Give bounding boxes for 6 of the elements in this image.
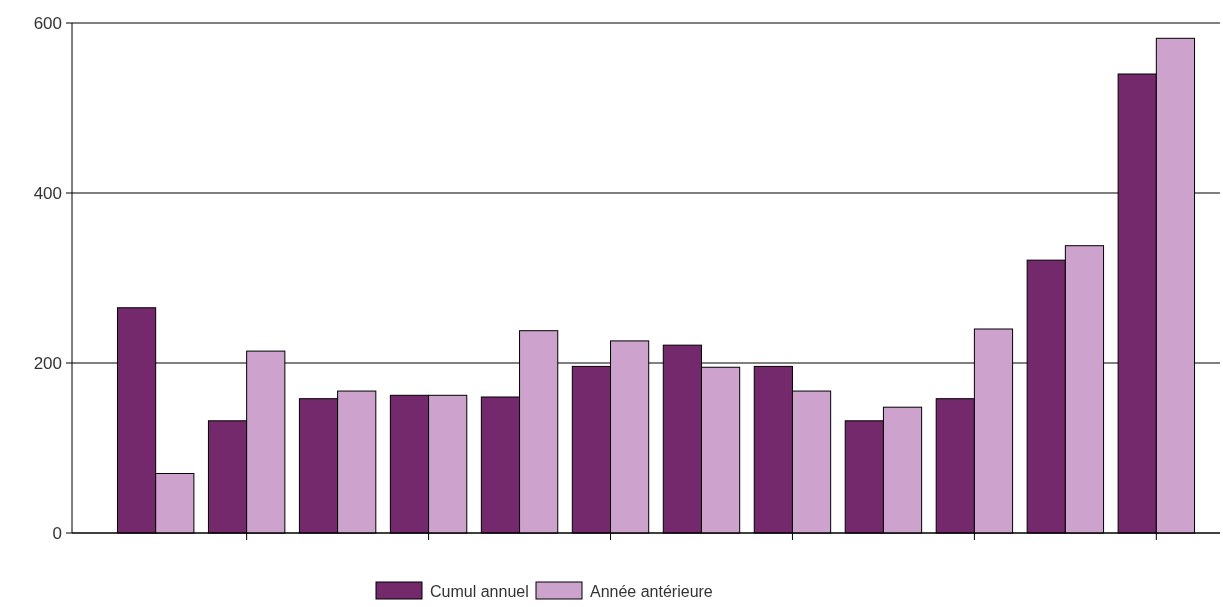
y-tick-label: 0 [52, 523, 62, 543]
legend-label: Année antérieure [590, 582, 713, 600]
y-tick-label: 200 [33, 353, 62, 373]
y-tick-label: 600 [33, 13, 62, 33]
legend-label: Cumul annuel [430, 582, 529, 600]
y-tick-label: 400 [33, 183, 62, 203]
